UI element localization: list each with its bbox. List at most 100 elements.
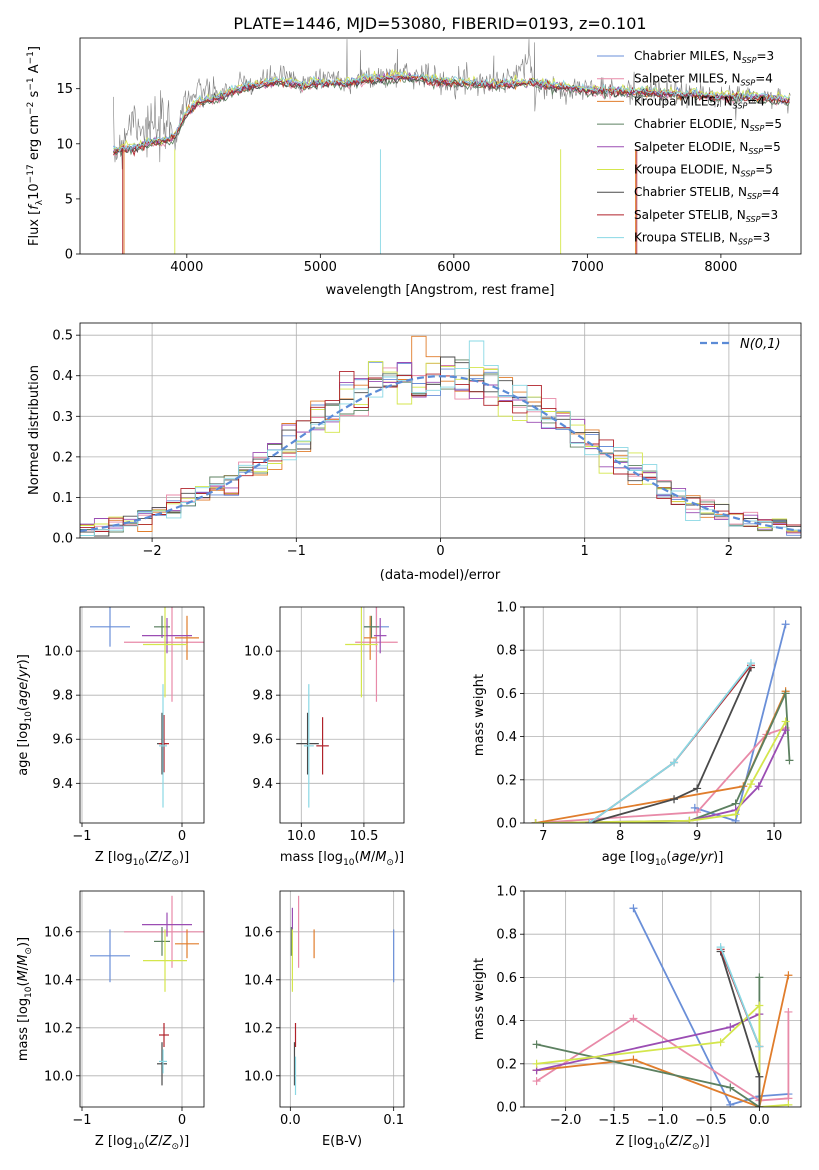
mass_vs_Z-ylabel-part: M <box>16 955 31 966</box>
weight_vs_age-marker-8-1 <box>670 758 679 767</box>
mass_vs_ebv-ytick-label-2: 10.4 <box>244 973 273 988</box>
spectrum-ylabel-part: A <box>27 64 42 77</box>
age_vs_mass-xlabel-part: / <box>371 850 376 865</box>
residuals-ytick-label-1: 0.1 <box>52 491 73 506</box>
weight_vs_Z-xlabel-part: Z <box>682 1134 693 1149</box>
weight_vs_age-frame <box>523 606 802 824</box>
spectrum-ylabel-part: −2 <box>26 102 36 115</box>
weight_vs_age-marker-6-1 <box>670 795 679 804</box>
mass_vs_Z-xlabel: Z [log10(Z/Z⊙)] <box>95 1134 189 1152</box>
mass_vs_Z-xlabel-part: Z <box>148 1134 159 1149</box>
age_vs_Z-xlabel-part: )] <box>179 850 189 865</box>
weight_vs_age-marker-5-1 <box>685 816 694 823</box>
weight_vs_Z-marker-6-2 <box>755 1103 764 1107</box>
mass_vs_ebv-ytick-label-0: 10.0 <box>244 1069 273 1084</box>
spectrum-xtick-label-0: 4000 <box>170 260 203 275</box>
mass_vs_ebv-xlabel-part: E(B-V) <box>322 1134 362 1149</box>
spectrum-ylabel-part: −17 <box>26 164 36 183</box>
mass_vs_Z-plot-area <box>80 891 204 1107</box>
mass_vs_Z-xlabel-part: / <box>158 1134 163 1149</box>
weight_vs_Z-marker-5-0 <box>532 1059 541 1068</box>
age_vs_Z-xlabel-part: / <box>158 850 163 865</box>
legend-label-name-4: Salpeter ELODIE, N <box>634 140 748 154</box>
spectrum-ylabel-part: s <box>27 90 42 101</box>
mass_vs_ebv-xtick-label-0: 0.0 <box>280 1113 301 1128</box>
weight_vs_Z-marker-0-1 <box>726 1100 735 1107</box>
spectrum-ytick-label-0: 0 <box>65 248 73 263</box>
mass_vs_ebv-axes: 0.0 0.1 10.0 10.2 10.4 10.6 E(B-V) <box>244 890 405 1149</box>
mass_vs_Z-xtick-label-0: −1 <box>72 1113 91 1128</box>
weight_vs_Z-marker-6-1 <box>755 1072 764 1081</box>
residuals-ylabel: Normed distribution <box>27 365 42 495</box>
mass_vs_Z-axes: −1 010.010.210.410.6Z [log10(Z/Z⊙)]mass [… <box>16 890 205 1152</box>
weight_vs_age-xlabel-part: )] <box>713 850 723 865</box>
spectrum-ylabel-part: ] <box>27 46 42 51</box>
legend-label-sub-7: SSP <box>746 215 761 224</box>
weight_vs_age-marker-5-3 <box>746 780 755 789</box>
weight_vs_age-marker-5-0 <box>531 819 540 823</box>
legend-label-name-1: Salpeter MILES, N <box>634 72 741 86</box>
weight_vs_age-marker-4-4 <box>781 726 790 735</box>
weight_vs_age-marker-6-2 <box>693 784 702 793</box>
legend-label-0: Chabrier MILES, NSSP=3 <box>634 49 774 65</box>
age_vs_Z-plot-area <box>80 607 204 823</box>
legend-label-sub-0: SSP <box>742 56 757 65</box>
weight_vs_Z-axes: −2.0 −1.5 −1.0 −0.5 0.0 0.0 0.2 0.4 0.6 0.8 1.0 Z [… <box>472 885 802 1152</box>
weight_vs_age-ytick-label-2: 0.4 <box>496 730 517 745</box>
weight_vs_age-plot-area <box>524 607 801 823</box>
spectrum-xtick-label-2: 6000 <box>437 260 470 275</box>
weight_vs_Z-line-2 <box>536 975 790 1107</box>
legend-label-2: Kroupa MILES, NSSP=4 <box>634 94 765 110</box>
age_vs_Z-ylabel-part: )] <box>16 654 31 664</box>
legend-label-val-3: =5 <box>764 117 782 131</box>
residuals-ytick-label-5: 0.5 <box>52 329 73 344</box>
legend-label-sub-3: SSP <box>750 124 765 133</box>
age_vs_mass-ytick-label-2: 9.8 <box>252 689 273 704</box>
weight_vs_Z-xlabel-part: 10 <box>653 1142 665 1152</box>
age_vs_Z-xtick-label-1: 0 <box>178 829 186 844</box>
age_vs_Z-ylabel-part: 10 <box>24 711 34 723</box>
weight_vs_Z-marker-4-1 <box>726 1023 735 1032</box>
age_vs_Z-ytick-label-2: 9.8 <box>52 689 73 704</box>
weight_vs_Z-ytick-label-2: 0.4 <box>496 1014 517 1029</box>
age_vs_Z-ytick-label-0: 9.4 <box>52 777 73 792</box>
legend-label-val-4: =5 <box>763 140 781 154</box>
mass_vs_Z-ylabel-part: M <box>16 970 31 981</box>
weight_vs_Z-marker-1-1 <box>629 1014 638 1023</box>
residuals-xtick-label-0: −2 <box>143 544 162 559</box>
mass_vs_ebv-ytick-label-1: 10.2 <box>244 1021 273 1036</box>
weight_vs_age-xtick-label-1: 8 <box>616 829 624 844</box>
age_vs_mass-xlabel-part: M <box>375 850 386 865</box>
age_vs_Z-xlabel-part: Z [log <box>95 850 133 865</box>
age_vs_Z-ylabel: age [log10(age/yr)] <box>16 654 34 776</box>
mass_vs_ebv-xtick-label-1: 0.1 <box>383 1113 404 1128</box>
weight_vs_age-xtick-label-0: 7 <box>539 829 547 844</box>
weight_vs_Z-ytick-label-3: 0.6 <box>496 971 517 986</box>
mass_vs_Z-xlabel-part: ( <box>144 1134 149 1149</box>
age_vs_Z-ylabel-part: age [log <box>16 723 31 776</box>
spectrum-ylabel-part: erg cm <box>27 115 42 164</box>
weight_vs_Z-xtick-label-0: −2.0 <box>550 1113 582 1128</box>
weight_vs_age-marker-5-4 <box>781 717 790 726</box>
mass_vs_Z-ytick-label-0: 10.0 <box>44 1069 73 1084</box>
weight_vs_Z-ytick-label-1: 0.2 <box>496 1057 517 1072</box>
weight_vs_Z-xlabel: Z [log10(Z/Z⊙)] <box>615 1134 709 1152</box>
histogram-7 <box>80 370 801 532</box>
weight_vs_age-ytick-label-4: 0.8 <box>496 644 517 659</box>
weight_vs_age-marker-5-2 <box>731 810 740 819</box>
age_vs_Z-ylabel-part: age <box>16 682 31 706</box>
weight_vs_Z-line-8 <box>719 946 761 1047</box>
histogram-8 <box>80 340 801 536</box>
weight_vs_age-xlabel-part: age <box>671 850 695 865</box>
age_vs_mass-xlabel-part: ⊙ <box>386 858 394 868</box>
mass_vs_Z-xlabel-part: ⊙ <box>171 1142 179 1152</box>
weight_vs_age-xtick-label-2: 9 <box>693 829 701 844</box>
legend-label-sub-1: SSP <box>741 79 756 88</box>
legend-label-val-7: =3 <box>760 208 778 222</box>
age_vs_Z-axes: −1 09.49.69.810.0Z [log10(Z/Z⊙)]age [log1… <box>16 606 205 868</box>
mass_vs_Z-ytick-label-2: 10.4 <box>44 973 73 988</box>
weight_vs_Z-ytick-label-4: 0.8 <box>496 928 517 943</box>
